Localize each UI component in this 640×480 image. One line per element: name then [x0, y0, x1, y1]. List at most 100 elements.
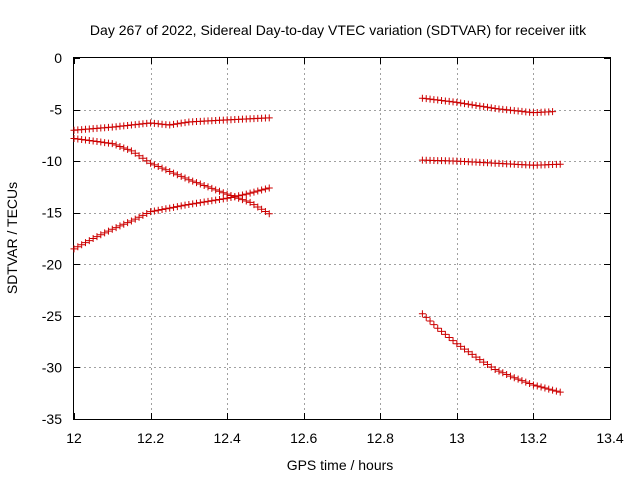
data-point: [196, 199, 204, 207]
data-point: [200, 181, 208, 189]
data-point: [112, 141, 120, 149]
data-point: [170, 203, 178, 211]
x-axis-label: GPS time / hours: [287, 457, 394, 473]
data-point: [549, 386, 557, 394]
data-point: [464, 348, 472, 356]
plot-frame: [73, 57, 611, 420]
data-point: [457, 342, 465, 350]
data-point: [200, 198, 208, 206]
data-point: [503, 370, 511, 378]
y-tick-label: 0: [54, 50, 62, 66]
data-point: [556, 388, 564, 396]
data-point: [418, 310, 426, 318]
data-point: [143, 210, 151, 218]
data-point: [104, 139, 112, 147]
data-point: [112, 224, 120, 232]
data-point: [124, 219, 132, 227]
data-point: [461, 345, 469, 353]
data-point: [468, 350, 476, 358]
data-point: [139, 154, 147, 162]
data-point: [150, 207, 158, 215]
data-point: [242, 197, 250, 205]
data-point: [518, 377, 526, 385]
data-point: [166, 204, 174, 212]
data-point: [208, 197, 216, 205]
data-point: [506, 372, 514, 380]
data-point: [537, 383, 545, 391]
data-point: [181, 201, 189, 209]
data-point: [181, 174, 189, 182]
data-point: [215, 196, 223, 204]
data-point: [453, 340, 461, 348]
data-point: [154, 163, 162, 171]
data-point: [70, 245, 78, 253]
data-point: [177, 202, 185, 210]
data-point: [74, 243, 82, 251]
data-point: [89, 235, 97, 242]
data-point: [231, 193, 239, 201]
data-point: [552, 387, 560, 395]
data-point: [97, 231, 105, 239]
data-point: [235, 192, 243, 200]
data-point: [147, 208, 155, 216]
data-point: [101, 139, 109, 147]
data-point: [185, 200, 193, 208]
x-tick-label: 13.2: [520, 430, 547, 446]
data-point: [166, 167, 174, 175]
data-point: [212, 186, 220, 194]
data-point: [173, 203, 181, 211]
data-point: [254, 203, 262, 211]
data-point: [265, 210, 273, 218]
series-track-b: [70, 134, 273, 218]
y-tick-label: -20: [42, 256, 62, 272]
data-point: [196, 180, 204, 188]
data-point: [154, 206, 162, 214]
data-point: [533, 382, 541, 390]
data-point: [170, 169, 178, 177]
data-point: [219, 189, 227, 197]
y-tick-label: -30: [42, 359, 62, 375]
data-point: [74, 135, 82, 143]
data-point: [162, 205, 170, 213]
data-point: [261, 185, 269, 193]
data-point: [464, 100, 472, 108]
x-tick-label: 12.2: [137, 430, 164, 446]
data-point: [468, 101, 476, 109]
y-tick-label: -25: [42, 308, 62, 324]
series-track-d: [418, 94, 557, 117]
data-point: [480, 358, 488, 366]
data-point: [204, 197, 212, 205]
data-point: [189, 200, 197, 208]
x-tick-label: 13.4: [596, 430, 623, 446]
data-point: [78, 135, 86, 143]
data-point: [250, 201, 258, 209]
series-track-f: [418, 310, 564, 396]
data-point: [70, 134, 78, 142]
data-point: [193, 199, 201, 207]
y-tick-label: -10: [42, 153, 62, 169]
data-point: [541, 384, 549, 392]
data-point: [215, 187, 223, 195]
data-point: [170, 120, 178, 128]
data-point: [453, 98, 461, 106]
data-point: [514, 375, 522, 383]
data-point: [472, 353, 480, 361]
x-tick-label: 12: [66, 430, 82, 446]
data-point: [85, 137, 93, 145]
data-point: [116, 142, 124, 150]
data-point: [158, 206, 166, 214]
data-point: [549, 108, 557, 116]
series-track-c: [70, 184, 273, 253]
data-point: [265, 184, 273, 192]
data-point: [227, 193, 235, 201]
data-point: [212, 196, 220, 204]
data-point: [139, 211, 147, 219]
data-point: [472, 101, 480, 109]
data-point: [529, 381, 537, 389]
data-point: [116, 222, 124, 230]
data-point: [185, 176, 193, 184]
data-point: [93, 138, 101, 146]
data-point: [208, 184, 216, 192]
x-tick-label: 12.8: [367, 430, 394, 446]
data-point: [438, 327, 446, 335]
